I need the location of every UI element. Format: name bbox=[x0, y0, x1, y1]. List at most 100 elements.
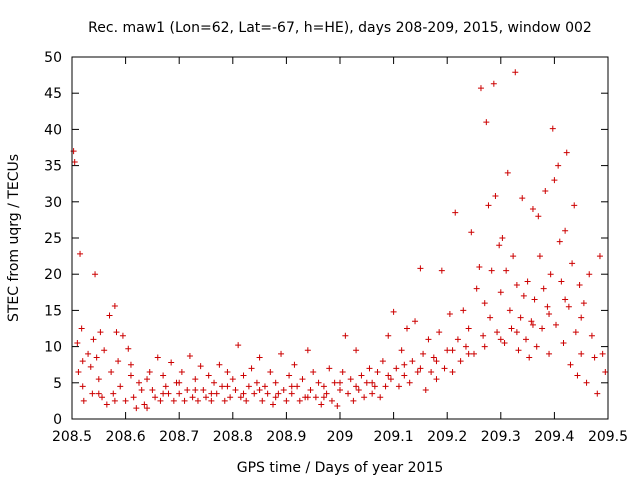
data-point bbox=[420, 350, 427, 357]
data-point bbox=[494, 329, 501, 336]
data-point bbox=[331, 379, 338, 386]
data-point bbox=[588, 332, 595, 339]
data-point bbox=[160, 372, 167, 379]
data-point bbox=[146, 368, 153, 375]
data-point bbox=[205, 372, 212, 379]
x-tick-label: 208.7 bbox=[159, 429, 199, 445]
data-point bbox=[385, 332, 392, 339]
data-point bbox=[337, 387, 343, 394]
data-point bbox=[165, 390, 172, 397]
data-point bbox=[441, 365, 448, 372]
y-axis-label: STEC from uqrg / TECUs bbox=[6, 154, 22, 322]
y-tick-label: 40 bbox=[44, 122, 62, 138]
data-point bbox=[539, 325, 546, 332]
data-point bbox=[176, 390, 183, 397]
data-point bbox=[92, 271, 99, 278]
data-point bbox=[602, 368, 609, 375]
data-point bbox=[117, 383, 124, 390]
data-point bbox=[533, 343, 540, 350]
data-point bbox=[154, 354, 161, 361]
data-point bbox=[547, 271, 554, 278]
data-point bbox=[152, 394, 159, 401]
data-point bbox=[449, 368, 456, 375]
data-point bbox=[160, 390, 167, 397]
data-point bbox=[136, 379, 142, 386]
data-point bbox=[544, 303, 551, 310]
data-point bbox=[232, 387, 239, 394]
data-point bbox=[497, 336, 504, 343]
data-point bbox=[347, 376, 354, 383]
y-tick-label: 10 bbox=[44, 340, 62, 356]
data-point bbox=[127, 372, 134, 379]
data-point bbox=[576, 282, 583, 289]
data-point bbox=[490, 80, 497, 87]
data-point bbox=[350, 397, 357, 404]
data-point bbox=[480, 332, 487, 339]
data-point bbox=[318, 401, 325, 408]
data-point bbox=[208, 390, 215, 397]
data-point bbox=[596, 253, 603, 260]
data-point bbox=[320, 383, 327, 390]
data-point bbox=[553, 321, 560, 328]
data-point bbox=[77, 250, 84, 257]
data-point bbox=[342, 332, 349, 339]
axis-ticks: 208.5 208.6 208.7 208.8 208.9 209 209.1 209.2 20… bbox=[44, 50, 628, 445]
data-point bbox=[240, 390, 247, 397]
data-point bbox=[130, 394, 137, 401]
data-point bbox=[304, 394, 311, 401]
data-point bbox=[555, 162, 562, 169]
data-point bbox=[90, 336, 97, 343]
data-point bbox=[320, 394, 327, 401]
data-point bbox=[203, 394, 209, 401]
data-point bbox=[371, 383, 378, 390]
data-point bbox=[551, 177, 558, 184]
data-point bbox=[414, 368, 421, 375]
data-point bbox=[401, 372, 408, 379]
data-point bbox=[390, 308, 397, 315]
data-point bbox=[211, 379, 218, 386]
data-point bbox=[540, 285, 547, 292]
data-point bbox=[433, 358, 440, 365]
data-point bbox=[496, 242, 503, 249]
data-point bbox=[79, 383, 86, 390]
data-point bbox=[245, 383, 252, 390]
data-point bbox=[144, 376, 151, 383]
data-point bbox=[387, 376, 394, 383]
data-point bbox=[412, 318, 419, 325]
data-point bbox=[492, 193, 499, 200]
data-point bbox=[194, 397, 201, 404]
data-point bbox=[288, 383, 295, 390]
data-point bbox=[506, 307, 513, 314]
data-point bbox=[501, 339, 508, 346]
data-point bbox=[513, 282, 520, 289]
data-point bbox=[304, 347, 311, 354]
data-point bbox=[465, 350, 472, 357]
data-point bbox=[436, 329, 443, 336]
data-point bbox=[471, 350, 477, 357]
data-point bbox=[85, 350, 92, 357]
data-point bbox=[519, 195, 526, 202]
data-point bbox=[355, 387, 362, 394]
data-point bbox=[113, 329, 120, 336]
y-tick-label: 25 bbox=[44, 231, 62, 247]
data-point bbox=[504, 169, 511, 176]
data-point bbox=[283, 397, 290, 404]
data-point bbox=[75, 368, 82, 375]
data-point bbox=[315, 379, 322, 386]
data-point bbox=[221, 397, 228, 404]
data-point bbox=[162, 383, 169, 390]
data-point bbox=[529, 206, 536, 213]
data-point bbox=[512, 69, 519, 76]
data-point bbox=[272, 379, 279, 386]
data-point bbox=[299, 376, 306, 383]
x-tick-label: 209 bbox=[327, 429, 354, 445]
x-tick-label: 209.5 bbox=[588, 429, 628, 445]
data-point bbox=[382, 383, 389, 390]
data-point bbox=[115, 358, 122, 365]
data-point bbox=[178, 368, 185, 375]
data-point bbox=[189, 394, 196, 401]
y-tick-label: 50 bbox=[44, 50, 62, 66]
data-point bbox=[181, 397, 188, 404]
data-point bbox=[213, 390, 220, 397]
data-point bbox=[353, 383, 360, 390]
